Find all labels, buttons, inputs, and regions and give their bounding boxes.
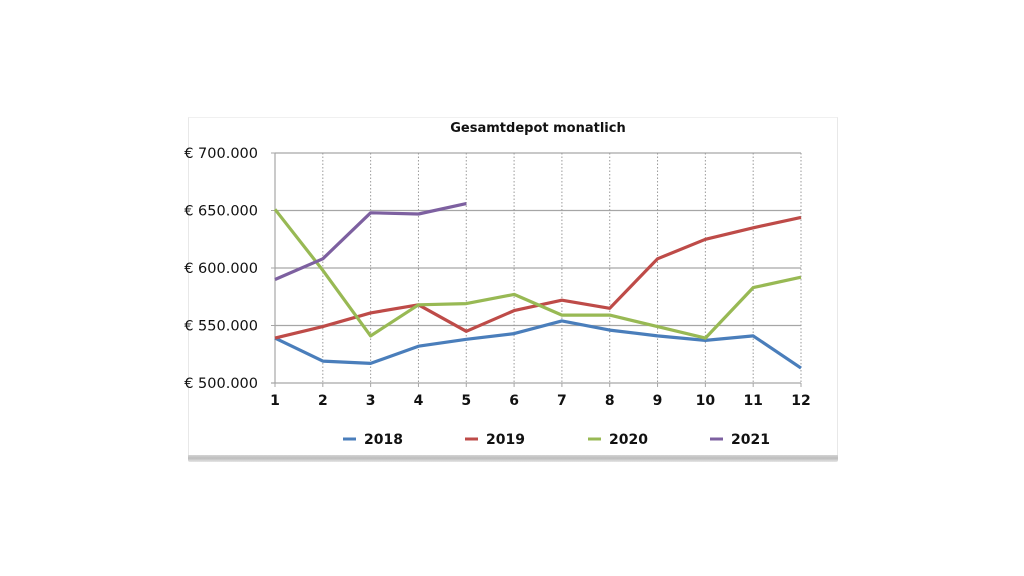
x-tick-label: 11 bbox=[743, 393, 762, 409]
chart-frame-shadow bbox=[188, 455, 838, 462]
x-tick-label: 9 bbox=[653, 393, 663, 409]
legend-label: 2019 bbox=[486, 432, 525, 448]
legend-label: 2020 bbox=[609, 432, 648, 448]
chart-title: Gesamtdepot monatlich bbox=[450, 121, 625, 136]
x-tick-label: 12 bbox=[791, 393, 810, 409]
x-tick-label: 6 bbox=[509, 393, 519, 409]
legend: 2018 2019 2020 2021 bbox=[343, 432, 770, 448]
legend-item-2018: 2018 bbox=[343, 432, 403, 448]
series-line-2018 bbox=[274, 319, 802, 370]
axes bbox=[271, 152, 802, 387]
y-tick-label: € 500.000 bbox=[184, 376, 258, 392]
y-axis-tick-labels: € 500.000 € 550.000 € 600.000 € 650.000 € 70… bbox=[184, 146, 258, 392]
legend-label: 2021 bbox=[731, 432, 770, 448]
x-axis-tick-labels: 1 2 3 4 5 6 7 8 9 10 11 12 bbox=[270, 393, 811, 409]
y-tick-label: € 550.000 bbox=[184, 319, 258, 335]
x-tick-label: 10 bbox=[696, 393, 716, 409]
series-line-2020 bbox=[273, 208, 802, 340]
y-tick-label: € 600.000 bbox=[184, 261, 258, 277]
x-tick-label: 1 bbox=[270, 393, 280, 409]
legend-item-2021: 2021 bbox=[710, 432, 770, 448]
chart-frame bbox=[188, 117, 838, 456]
x-tick-label: 5 bbox=[461, 393, 471, 409]
y-tick-label: € 700.000 bbox=[184, 146, 258, 162]
legend-item-2019: 2019 bbox=[465, 432, 525, 448]
x-tick-label: 2 bbox=[318, 393, 328, 409]
x-tick-label: 8 bbox=[605, 393, 615, 409]
y-tick-label: € 650.000 bbox=[184, 204, 258, 220]
x-tick-label: 3 bbox=[366, 393, 376, 409]
legend-item-2020: 2020 bbox=[588, 432, 648, 448]
grid bbox=[275, 152, 802, 383]
series-line-2021 bbox=[274, 202, 467, 281]
x-tick-label: 7 bbox=[557, 393, 567, 409]
series-lines bbox=[273, 202, 802, 370]
x-tick-label: 4 bbox=[414, 393, 424, 409]
legend-label: 2018 bbox=[364, 432, 403, 448]
